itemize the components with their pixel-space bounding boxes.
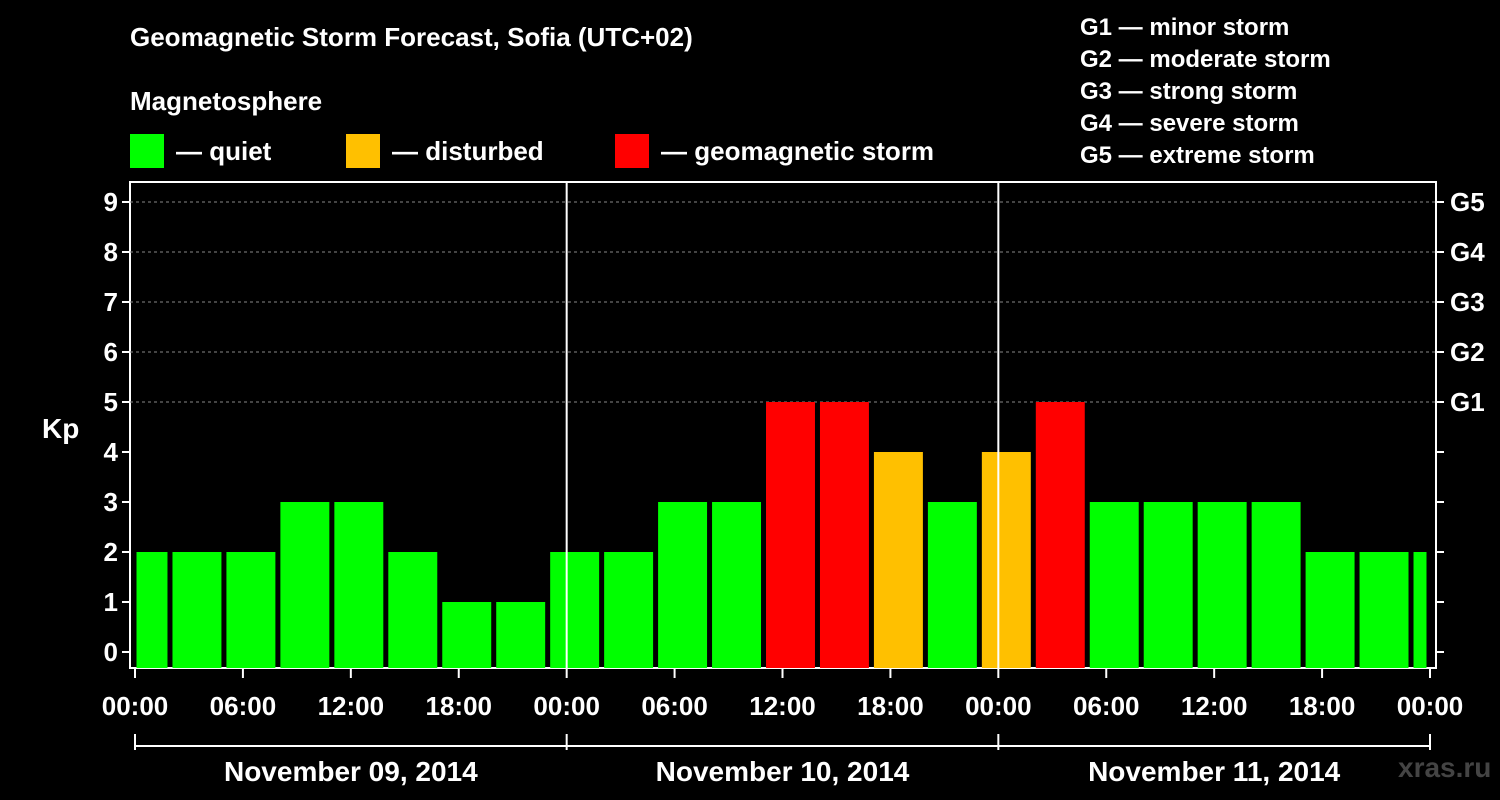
storm-scale-legend: G1 — minor storm G2 — moderate storm G3 … [1080,12,1331,172]
bar-10 [658,502,708,668]
g-label: G5 [1450,187,1485,217]
legend-label-quiet: — quiet [176,135,272,166]
bar-0 [136,552,168,668]
x-tick-label: 06:00 [210,691,277,721]
x-tick-label: 00:00 [102,691,169,721]
bar-4 [334,502,384,668]
x-tick-label: 06:00 [641,691,708,721]
bar-12 [766,402,815,668]
g-label: G4 [1450,237,1485,267]
watermark: xras.ru [1398,752,1492,783]
y-tick-label: 7 [104,287,118,317]
x-tick-label: 00:00 [965,691,1032,721]
y-tick-label: 8 [104,237,118,267]
y-tick-label: 4 [104,437,119,467]
bar-22 [1305,552,1355,668]
legend-swatch-quiet [130,134,164,168]
bar-15 [927,502,977,668]
bar-18 [1089,502,1139,668]
legend-item-storm: — geomagnetic storm [615,134,934,168]
bar-21 [1251,502,1301,668]
y-axis-label: Kp [42,413,79,444]
x-tick-label: 12:00 [1181,691,1248,721]
bar-1 [172,552,222,668]
day-label: November 11, 2014 [1088,756,1341,787]
bar-16 [981,452,1031,668]
bar-7 [496,602,546,668]
x-tick-label: 00:00 [533,691,600,721]
y-tick-label: 0 [104,637,118,667]
chart-title: Geomagnetic Storm Forecast, Sofia (UTC+0… [130,22,693,52]
scale-g4: G4 — severe storm [1080,110,1299,137]
bar-5 [388,552,438,668]
g-label: G2 [1450,337,1485,367]
g-label: G1 [1450,387,1485,417]
x-tick-label: 06:00 [1073,691,1140,721]
scale-g1: G1 — minor storm [1080,14,1290,41]
legend-item-quiet: — quiet [130,134,271,168]
y-tick-label: 2 [104,537,118,567]
x-tick-label: 00:00 [1397,691,1464,721]
g-label: G3 [1450,287,1485,317]
x-tick-label: 18:00 [426,691,493,721]
bar-6 [442,602,492,668]
y-tick-label: 6 [104,337,118,367]
bar-11 [712,502,762,668]
bar-20 [1197,502,1247,668]
bar-2 [226,552,276,668]
scale-g5: G5 — extreme storm [1080,142,1315,169]
x-tick-label: 18:00 [857,691,924,721]
day-label: November 10, 2014 [656,756,910,787]
legend-item-disturbed: — disturbed [346,134,544,168]
bar-8 [550,552,600,668]
bar-14 [873,452,923,668]
bar-19 [1143,502,1193,668]
bar-3 [280,502,330,668]
x-tick-label: 18:00 [1289,691,1356,721]
bar-24 [1413,552,1427,668]
scale-g2: G2 — moderate storm [1080,46,1331,73]
legend-heading: Magnetosphere [130,86,323,116]
bar-13 [819,402,869,668]
day-label: November 09, 2014 [224,756,478,787]
legend-swatch-disturbed [346,134,380,168]
x-tick-label: 12:00 [749,691,816,721]
y-tick-label: 5 [104,387,118,417]
y-tick-label: 3 [104,487,118,517]
bar-17 [1035,402,1085,668]
bar-23 [1359,552,1409,668]
y-tick-label: 9 [104,187,118,217]
bar-9 [604,552,654,668]
legend-swatch-storm [615,134,649,168]
scale-g3: G3 — strong storm [1080,78,1298,105]
x-tick-label: 12:00 [318,691,385,721]
y-tick-label: 1 [104,587,118,617]
legend-label-disturbed: — disturbed [392,135,544,166]
legend-label-storm: — geomagnetic storm [661,135,935,166]
